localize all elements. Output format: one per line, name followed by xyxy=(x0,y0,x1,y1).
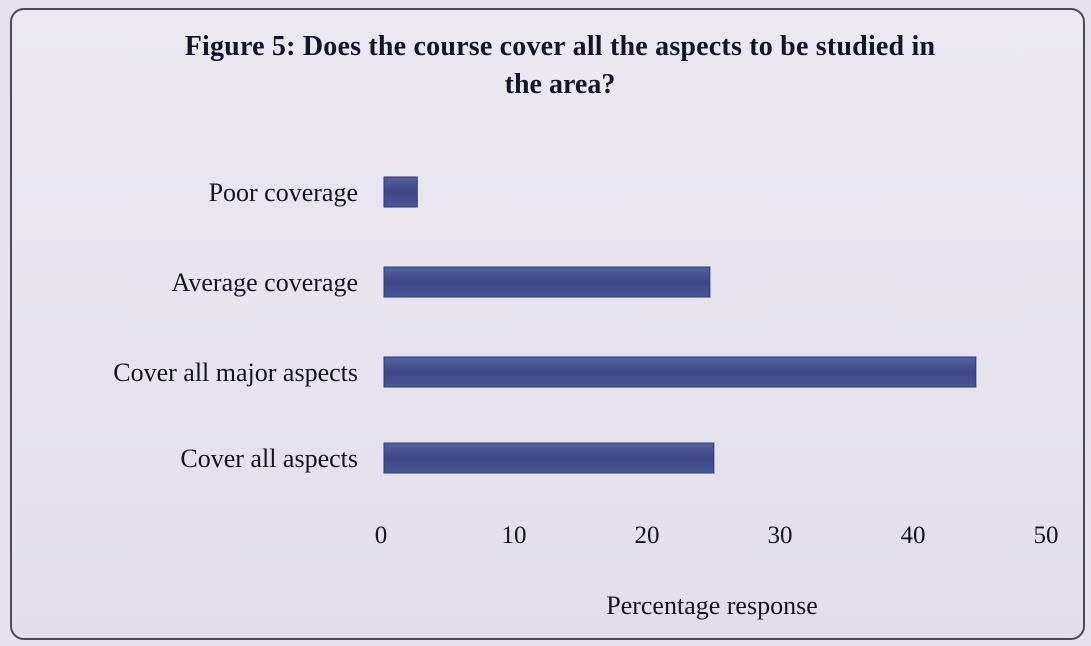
bars-group xyxy=(383,176,977,474)
bar-3 xyxy=(383,442,715,474)
chart-title: Figure 5: Does the course cover all the … xyxy=(110,28,1010,104)
x-tick-label-4: 40 xyxy=(901,522,926,549)
x-tick-label-2: 20 xyxy=(635,522,660,549)
category-label-0: Poor coverage xyxy=(209,178,358,207)
x-tick-label-0: 0 xyxy=(375,522,388,549)
category-labels: Poor coverage Average coverage Cover all m… xyxy=(113,178,358,473)
x-tick-label-5: 50 xyxy=(1034,522,1059,549)
chart-title-line-1: Figure 5: Does the course cover all the … xyxy=(184,31,936,62)
bar-1 xyxy=(383,266,711,298)
bar-0 xyxy=(383,176,418,208)
chart-title-line-2: the area? xyxy=(504,69,616,100)
x-axis-label: Percentage response xyxy=(606,591,818,620)
category-label-3: Cover all aspects xyxy=(180,444,358,473)
chart-frame xyxy=(10,8,1085,640)
x-tick-label-1: 10 xyxy=(502,522,527,549)
category-label-2: Cover all major aspects xyxy=(113,358,358,387)
bar-2 xyxy=(383,356,977,388)
category-label-1: Average coverage xyxy=(172,268,358,297)
x-tick-label-3: 30 xyxy=(768,522,793,549)
x-axis-ticks: 0 10 20 30 40 50 xyxy=(375,522,1059,549)
